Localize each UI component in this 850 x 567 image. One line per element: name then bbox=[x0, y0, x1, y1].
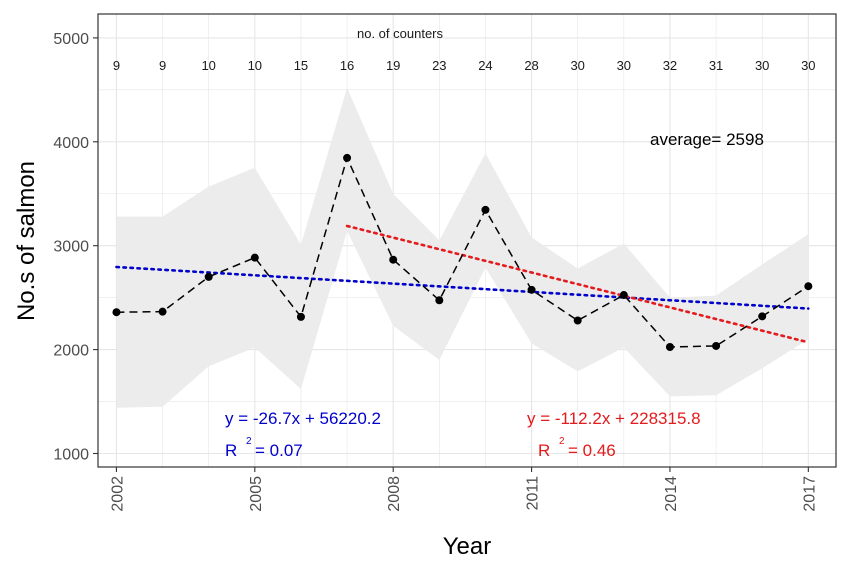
data-point bbox=[758, 312, 767, 321]
x-tick-label: 2017 bbox=[801, 476, 818, 512]
data-point bbox=[527, 285, 536, 294]
counter-label: 10 bbox=[248, 58, 262, 73]
red-trend-line bbox=[345, 224, 810, 344]
counter-label: 28 bbox=[524, 58, 538, 73]
blue-r2-letter: R bbox=[225, 441, 237, 460]
blue-trend-line bbox=[115, 265, 810, 310]
counter-label: 31 bbox=[709, 58, 723, 73]
blue-r2-value: = 0.07 bbox=[255, 441, 303, 460]
data-point bbox=[158, 307, 167, 316]
series-line bbox=[116, 155, 809, 348]
data-point bbox=[804, 282, 813, 291]
x-tick-label: 2005 bbox=[248, 476, 265, 512]
counters: no. of counters 9 9 10 10 15 16 19 23 24 28 30 30 32… bbox=[113, 26, 816, 73]
counter-label: 19 bbox=[386, 58, 400, 73]
data-point bbox=[343, 153, 352, 162]
data-point bbox=[296, 312, 305, 321]
blue-equation: y = -26.7x + 56220.2 bbox=[225, 409, 381, 428]
counter-label: 16 bbox=[340, 58, 354, 73]
x-axis: 2002 2005 2008 2011 2014 2017 bbox=[109, 467, 818, 512]
counter-label: 10 bbox=[201, 58, 215, 73]
x-tick-label: 2011 bbox=[525, 476, 542, 511]
counters-title: no. of counters bbox=[357, 26, 443, 41]
blue-r2-superscript: 2 bbox=[246, 436, 252, 447]
counter-label: 15 bbox=[294, 58, 308, 73]
y-tick-label: 3000 bbox=[53, 239, 89, 256]
counter-label: 30 bbox=[570, 58, 584, 73]
x-axis-title: Year bbox=[443, 533, 492, 560]
y-tick-label: 2000 bbox=[53, 343, 89, 360]
x-tick-label: 2002 bbox=[109, 476, 126, 512]
trend-lines bbox=[115, 224, 810, 344]
y-tick-label: 5000 bbox=[53, 31, 89, 48]
red-equation: y = -112.2x + 228315.8 bbox=[527, 409, 701, 428]
counter-label: 9 bbox=[159, 58, 166, 73]
counter-label: 30 bbox=[755, 58, 769, 73]
data-point bbox=[389, 255, 398, 264]
data-point bbox=[204, 272, 213, 281]
average-annotation: average= 2598 bbox=[650, 130, 764, 149]
red-r2-value: = 0.46 bbox=[568, 441, 616, 460]
counter-label: 32 bbox=[663, 58, 677, 73]
red-r2-letter: R bbox=[538, 441, 550, 460]
y-axis: 1000 2000 3000 4000 5000 bbox=[53, 31, 98, 463]
data-points bbox=[112, 153, 813, 351]
panel-border bbox=[97, 13, 837, 468]
y-axis-title: No.s of salmon bbox=[13, 161, 40, 321]
data-point bbox=[665, 342, 674, 351]
counter-label: 30 bbox=[617, 58, 631, 73]
counter-label: 24 bbox=[478, 58, 492, 73]
confidence-band bbox=[116, 87, 809, 408]
data-point bbox=[573, 316, 582, 325]
data-point bbox=[481, 205, 490, 214]
y-tick-label: 1000 bbox=[53, 446, 89, 463]
y-tick-label: 4000 bbox=[53, 135, 89, 152]
data-point bbox=[712, 341, 721, 350]
data-point bbox=[619, 291, 628, 300]
data-point bbox=[250, 253, 259, 262]
data-point bbox=[112, 308, 121, 317]
x-tick-label: 2008 bbox=[386, 476, 403, 512]
counter-label: 23 bbox=[432, 58, 446, 73]
red-r2-superscript: 2 bbox=[559, 436, 565, 447]
counter-label: 30 bbox=[801, 58, 815, 73]
data-point bbox=[435, 296, 444, 305]
x-tick-label: 2014 bbox=[663, 476, 680, 512]
counter-label: 9 bbox=[113, 58, 120, 73]
